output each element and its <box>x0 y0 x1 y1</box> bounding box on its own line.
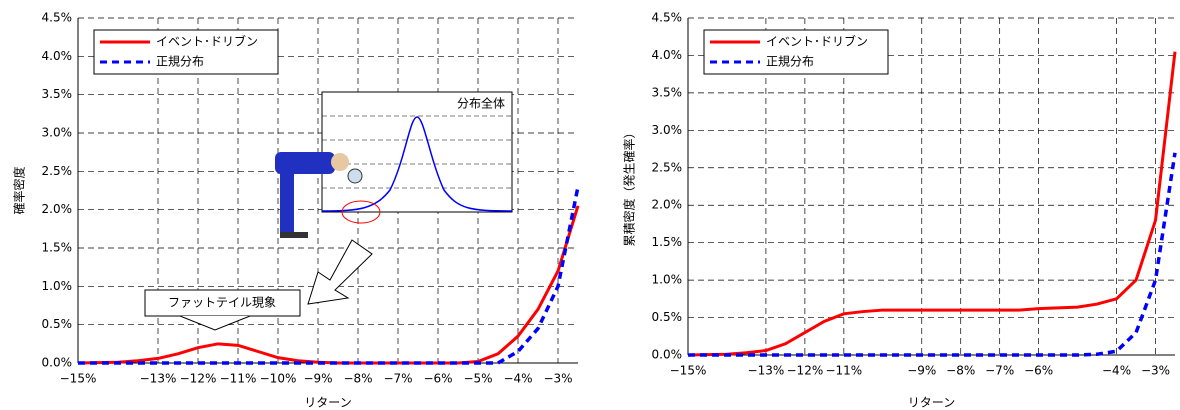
x-tick-label: −13% <box>748 364 785 378</box>
legend-label: 正規分布 <box>766 54 814 69</box>
x-tick-label: −9% <box>907 364 936 378</box>
x-tick-label: −4% <box>503 372 532 386</box>
y-tick-label: 3.0% <box>652 123 683 137</box>
y-tick-label: 4.0% <box>652 48 683 62</box>
x-axis-label: リターン <box>304 396 351 410</box>
y-tick-label: 1.5% <box>42 241 73 255</box>
x-tick-label: −15% <box>60 372 97 386</box>
y-axis-label: 累積密度（発生確率） <box>622 126 637 246</box>
x-tick-label: −7% <box>383 372 412 386</box>
x-tick-label: −4% <box>1102 364 1131 378</box>
y-tick-label: 3.5% <box>42 87 73 101</box>
annotation: 分布全体 <box>457 96 505 111</box>
y-axis-label: 確率密度 <box>12 166 27 214</box>
y-tick-label: 2.5% <box>42 164 73 178</box>
page: 0.0% 0.5% 1.0% 1.5% 2.0% 2.5% 3.0% 3.5% 4.0% 4.5%… <box>0 0 1180 410</box>
x-tick-label: −7% <box>985 364 1014 378</box>
x-tick-label: −5% <box>463 372 492 386</box>
y-tick-label: 0.5% <box>42 317 73 331</box>
y-tick-label: 0.0% <box>652 348 683 362</box>
x-axis-label: リターン <box>908 396 955 410</box>
y-tick-label: 4.5% <box>42 11 73 25</box>
y-tick-label: 0.5% <box>652 310 683 324</box>
x-tick-label: −11% <box>220 372 257 386</box>
y-tick-label: 4.5% <box>652 11 683 25</box>
y-tick-label: 2.5% <box>652 160 683 174</box>
x-tick-label: −12% <box>180 372 217 386</box>
x-tick-label: −8% <box>343 372 372 386</box>
x-tick-label: −13% <box>140 372 177 386</box>
y-tick-label: 4.0% <box>42 49 73 63</box>
x-tick-label: −3% <box>1141 364 1170 378</box>
y-tick-label: 1.0% <box>42 279 73 293</box>
y-tick-label: 3.0% <box>42 126 73 140</box>
legend-label: イベント･ドリブン <box>156 34 258 49</box>
x-tick-label: −12% <box>787 364 824 378</box>
legend-label: イベント･ドリブン <box>766 34 868 49</box>
x-tick-label: −15% <box>670 364 707 378</box>
y-tick-label: 1.0% <box>652 273 683 287</box>
y-tick-label: 1.5% <box>652 235 683 249</box>
x-tick-label: −6% <box>1024 364 1053 378</box>
x-tick-label: −6% <box>423 372 452 386</box>
x-tick-label: −11% <box>825 364 862 378</box>
x-tick-label: −9% <box>303 372 332 386</box>
y-tick-label: 2.0% <box>652 198 683 212</box>
y-tick-label: 0.0% <box>42 356 73 370</box>
legend-label: 正規分布 <box>156 54 204 69</box>
y-tick-label: 3.5% <box>652 85 683 99</box>
x-tick-label: −8% <box>946 364 975 378</box>
annotation: ファットテイル現象 <box>168 296 276 310</box>
y-tick-label: 2.0% <box>42 202 73 216</box>
x-tick-label: −10% <box>260 372 297 386</box>
x-tick-label: −3% <box>543 372 572 386</box>
